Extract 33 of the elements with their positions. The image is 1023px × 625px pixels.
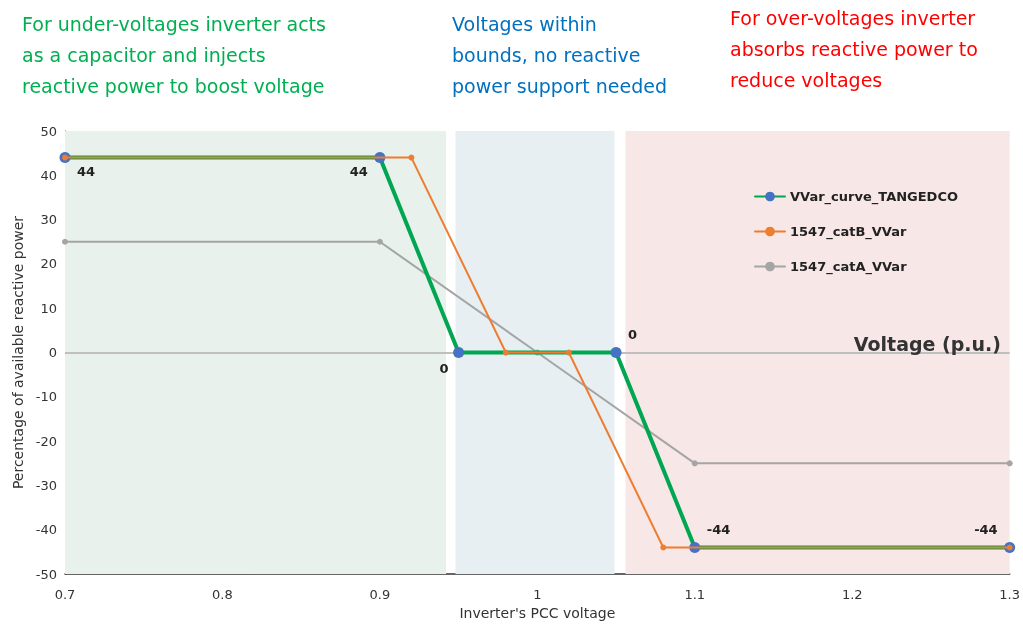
- y-tick-label: 0: [48, 345, 57, 361]
- x-tick-label: 1.3: [999, 587, 1021, 603]
- x-axis-title: Inverter's PCC voltage: [459, 605, 616, 621]
- y-axis-title: Percentage of available reactive power: [9, 215, 26, 490]
- y-tick-label: 50: [40, 123, 57, 139]
- y-tick-label: 40: [40, 167, 57, 183]
- y-tick-label: -10: [35, 389, 57, 405]
- data-label: -44: [706, 522, 731, 538]
- y-tick-label: -40: [35, 522, 57, 538]
- data-label: 0: [439, 361, 449, 377]
- y-tick-label: 20: [40, 256, 57, 272]
- legend-label: VVar_curve_TANGEDCO: [790, 189, 959, 205]
- data-label: 0: [628, 327, 638, 343]
- y-tick-label: 30: [40, 212, 57, 228]
- data-label: 44: [77, 164, 96, 180]
- x-tick-label: 0.8: [212, 587, 233, 603]
- x-tick-label: 0.9: [369, 587, 391, 603]
- x-tick-label: 1.1: [684, 587, 706, 603]
- y-tick-label: -30: [35, 477, 57, 493]
- data-label: -44: [974, 522, 998, 538]
- y-tick-label: 10: [40, 300, 57, 316]
- x-tick-label: 0.7: [54, 587, 76, 603]
- text: Voltages within bounds, no reactive power support needed: [452, 12, 667, 97]
- data-label: 44: [349, 164, 368, 180]
- x-tick-label: 1: [533, 587, 542, 603]
- legend-label: 1547_catA_VVar: [790, 259, 908, 275]
- y-tick-label: -20: [35, 433, 57, 449]
- y-tick-label: -50: [35, 566, 57, 582]
- legend-label: 1547_catB_VVar: [790, 224, 907, 240]
- annotation: Voltage (p.u.): [853, 332, 1002, 355]
- text: For under-voltages inverter acts as a capacitor and injects reactive power to boost voltage: [22, 12, 326, 97]
- text: For over-voltages inverter absorbs reactive power to reduce voltages: [730, 6, 978, 91]
- x-tick-label: 1.2: [841, 587, 863, 603]
